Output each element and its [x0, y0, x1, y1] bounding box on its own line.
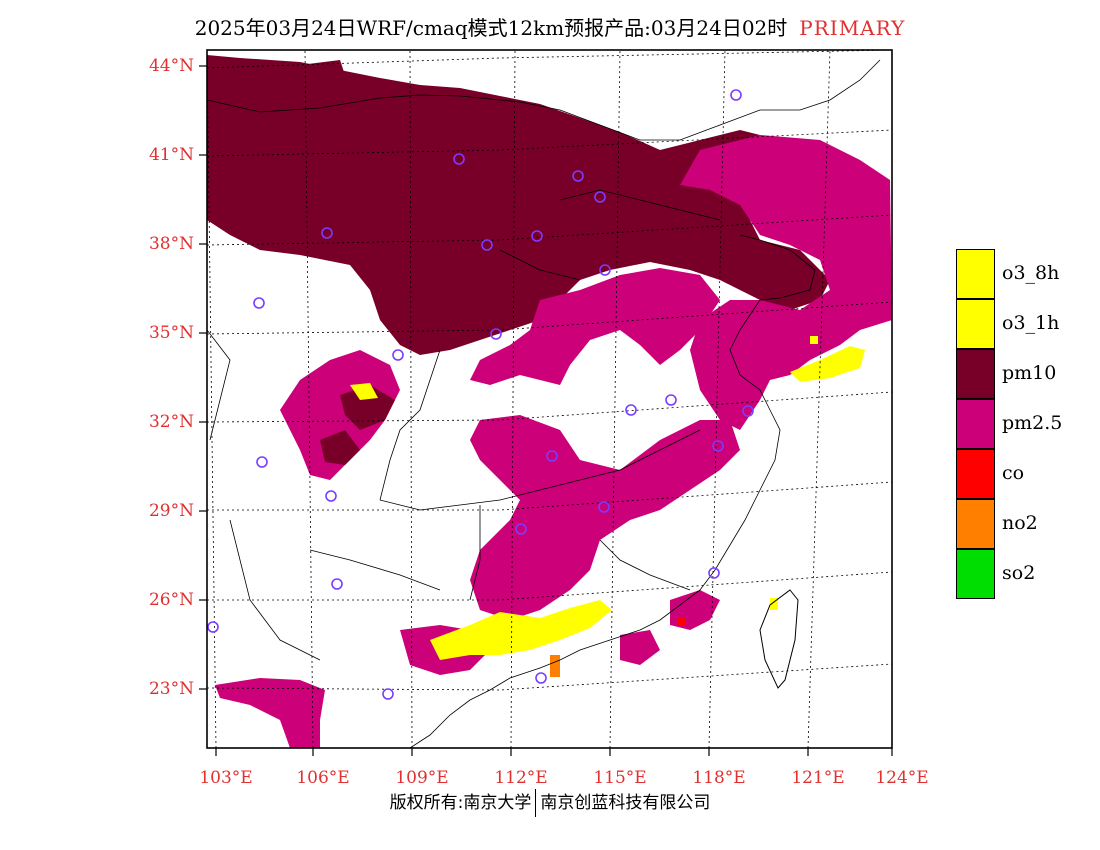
- lat-label-41: 41°N: [148, 145, 194, 165]
- o3-region-south: [430, 600, 612, 660]
- lon-label-103: 103°E: [199, 768, 253, 788]
- legend-swatch: [956, 499, 995, 549]
- lon-label-118: 118°E: [692, 768, 746, 788]
- lat-label-35: 35°N: [148, 323, 194, 343]
- pm25-region-south3: [620, 630, 660, 665]
- o3-region-coast: [790, 346, 865, 382]
- lat-label-29: 29°N: [148, 501, 194, 521]
- lat-label-26: 26°N: [148, 590, 194, 610]
- no2-patch: [550, 655, 560, 677]
- boundary-lines: [207, 59, 881, 748]
- legend-item-pm10: pm10: [956, 349, 1076, 399]
- legend-item-pm25: pm2.5: [956, 399, 1076, 449]
- pm25-region-south: [470, 415, 740, 620]
- copyright-left: 版权所有:南京大学: [389, 793, 532, 813]
- lat-label-38: 38°N: [148, 234, 194, 254]
- legend-swatch: [956, 449, 995, 499]
- o3-dot-coast: [770, 598, 778, 610]
- lon-label-106: 106°E: [296, 768, 350, 788]
- lat-label-23: 23°N: [148, 679, 194, 699]
- lon-label-115: 115°E: [593, 768, 647, 788]
- legend-label: pm10: [1002, 362, 1057, 384]
- pm25-region-east: [680, 135, 892, 430]
- lat-label-32: 32°N: [148, 412, 194, 432]
- lon-label-124: 124°E: [875, 768, 929, 788]
- map-frame: [206, 49, 893, 749]
- legend-label: pm2.5: [1002, 412, 1063, 434]
- lon-label-121: 121°E: [791, 768, 845, 788]
- legend-item-o3-8h: o3_8h: [956, 249, 1076, 299]
- legend-swatch: [956, 349, 995, 399]
- legend-label: no2: [1002, 512, 1038, 534]
- title-tag: PRIMARY: [799, 16, 906, 40]
- lat-label-44: 44°N: [148, 56, 194, 76]
- legend-item-o3-1h: o3_1h: [956, 299, 1076, 349]
- o3-dot-east: [810, 336, 818, 344]
- legend-label: o3_8h: [1002, 262, 1060, 284]
- pm25-region-central: [470, 268, 720, 385]
- pm25-region-southwest: [215, 678, 325, 748]
- pm25-region-west: [280, 350, 400, 480]
- legend-item-no2: no2: [956, 499, 1076, 549]
- pm10-patch-west: [340, 385, 395, 430]
- legend-item-co: co: [956, 449, 1076, 499]
- legend-swatch: [956, 549, 995, 599]
- legend-item-so2: so2: [956, 549, 1076, 599]
- pm10-patch-west2: [320, 430, 360, 465]
- legend-label: co: [1002, 462, 1025, 484]
- map-title: 2025年03月24日WRF/cmaq模式12km预报产品:03月24日02时 P…: [0, 12, 1100, 41]
- legend-label: so2: [1002, 562, 1036, 584]
- pollutant-legend: o3_8h o3_1h pm10 pm2.5 co no2 so2: [956, 249, 1076, 599]
- legend-swatch: [956, 299, 995, 349]
- o3-region-west: [350, 383, 378, 400]
- legend-swatch: [956, 249, 995, 299]
- pm10-region-north: [207, 55, 830, 355]
- city-markers: [207, 89, 754, 700]
- co-patch: [678, 617, 686, 625]
- copyright-right: 南京创蓝科技有限公司: [540, 793, 711, 813]
- legend-swatch: [956, 399, 995, 449]
- taiwan-outline: [759, 589, 799, 689]
- axis-ticks: [199, 65, 893, 756]
- title-text: 2025年03月24日WRF/cmaq模式12km预报产品:03月24日02时: [194, 16, 788, 40]
- legend-label: o3_1h: [1002, 312, 1060, 334]
- pm10-region-top: [300, 60, 350, 95]
- copyright-footer: 版权所有:南京大学 南京创蓝科技有限公司: [0, 788, 1100, 817]
- lon-label-109: 109°E: [395, 768, 449, 788]
- footer-separator: [535, 789, 537, 817]
- lon-label-112: 112°E: [494, 768, 548, 788]
